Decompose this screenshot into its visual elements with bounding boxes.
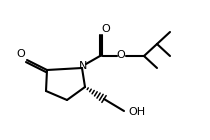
Text: O: O xyxy=(101,24,110,34)
Text: O: O xyxy=(117,50,125,60)
Text: N: N xyxy=(79,61,87,71)
Text: OH: OH xyxy=(128,107,145,117)
Text: O: O xyxy=(16,49,25,59)
